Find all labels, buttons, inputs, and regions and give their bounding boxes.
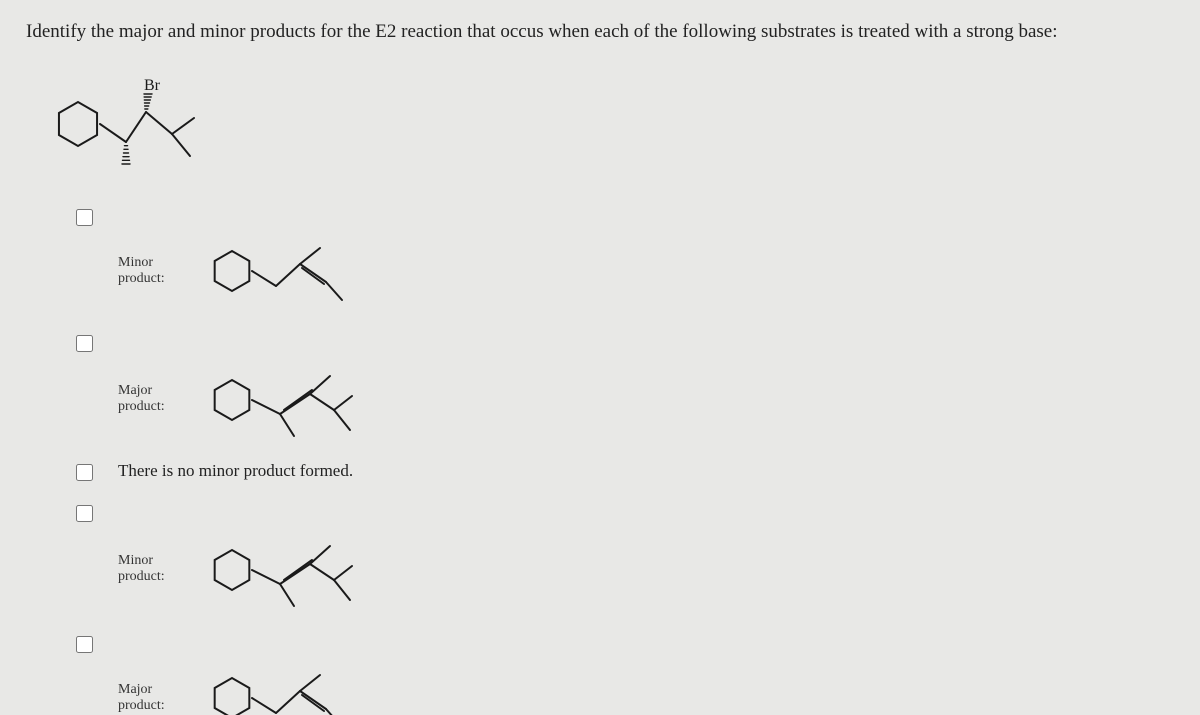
option-body: There is no minor product formed.: [118, 461, 1174, 481]
option-row: Majorproduct:: [72, 330, 1174, 447]
option-row: Majorproduct:: [72, 631, 1174, 715]
product-label: Minorproduct:: [118, 553, 184, 585]
option-row: Minorproduct:: [72, 500, 1174, 617]
svg-text:Br: Br: [144, 77, 161, 94]
options-list: Minorproduct: Majorproduct: There is no mi…: [72, 204, 1174, 715]
option-body: Majorproduct:: [118, 631, 1174, 715]
product-label: Majorproduct:: [118, 682, 184, 714]
option-checkbox[interactable]: [76, 505, 93, 522]
option-body: Minorproduct:: [118, 204, 1174, 316]
option-checkbox[interactable]: [76, 209, 93, 226]
question-text: Identify the major and minor products fo…: [26, 18, 1174, 46]
option-body: Majorproduct:: [118, 330, 1174, 447]
product-structure: [202, 352, 366, 447]
option-checkbox[interactable]: [76, 335, 93, 352]
product-structure: [202, 653, 362, 715]
substrate-structure: Br: [44, 64, 1174, 174]
option-checkbox[interactable]: [76, 464, 93, 481]
product-label: Minorproduct:: [118, 255, 184, 287]
option-checkbox[interactable]: [76, 636, 93, 653]
option-text: There is no minor product formed.: [118, 461, 1174, 481]
option-body: Minorproduct:: [118, 500, 1174, 617]
product-label: Majorproduct:: [118, 383, 184, 415]
product-structure: [202, 226, 362, 316]
product-structure: [202, 522, 366, 617]
option-row: There is no minor product formed.: [72, 461, 1174, 486]
option-row: Minorproduct:: [72, 204, 1174, 316]
